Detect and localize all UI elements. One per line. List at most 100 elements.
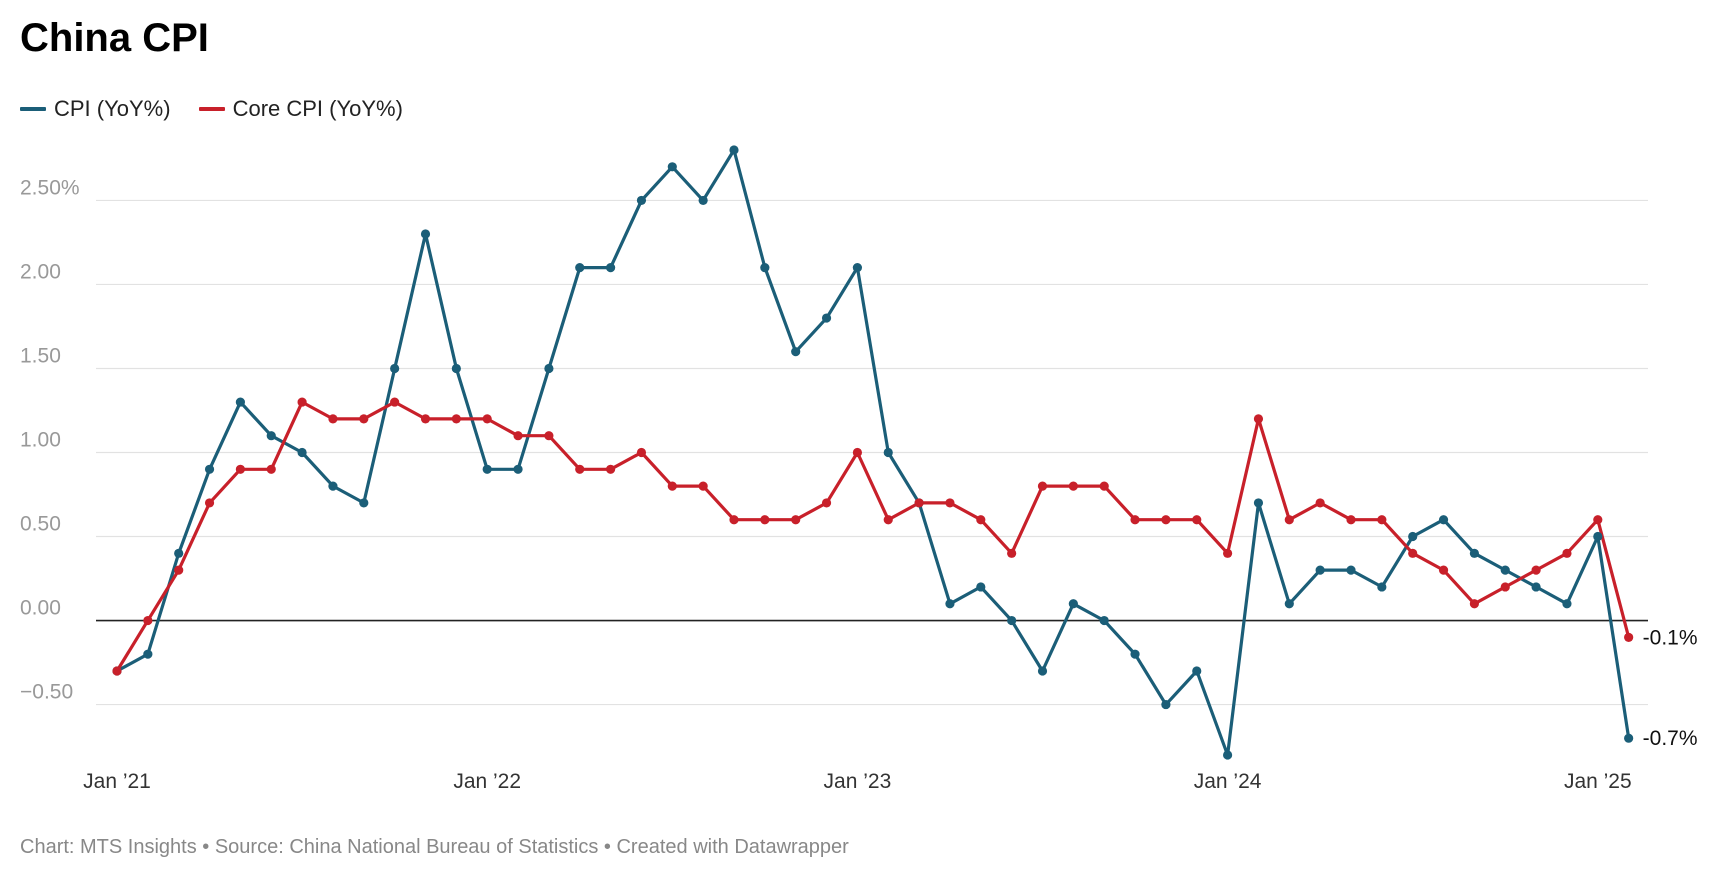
data-point-series-1	[945, 498, 955, 508]
data-point-series-1	[1624, 632, 1634, 642]
data-point-series-1	[883, 515, 893, 525]
y-tick-label: 0.00	[20, 597, 61, 620]
data-point-series-1	[1253, 414, 1264, 424]
data-point-series-0	[791, 347, 801, 357]
data-point-series-0	[1469, 548, 1479, 558]
data-point-series-0	[482, 464, 492, 474]
data-point-series-1	[852, 447, 863, 458]
data-point-series-1	[544, 431, 554, 441]
data-point-series-0	[1223, 750, 1233, 760]
data-point-series-0	[1346, 565, 1356, 575]
data-point-series-0	[1130, 649, 1140, 659]
data-point-series-0	[821, 313, 832, 323]
data-point-series-0	[976, 582, 986, 592]
data-point-series-0	[1068, 599, 1078, 609]
data-point-series-1	[976, 515, 986, 525]
y-tick-label: 1.50	[20, 344, 61, 367]
line-chart: −0.50 0.00 0.50 1.00 1.50 2.00 2.50% Jan ’21 Jan…	[20, 145, 1698, 793]
data-point-series-0	[760, 263, 770, 273]
data-point-series-0	[1253, 498, 1264, 508]
x-tick-label: Jan ’24	[1194, 770, 1262, 793]
data-point-series-1	[1377, 515, 1387, 525]
data-point-series-1	[1284, 515, 1294, 525]
data-point-series-0	[174, 548, 184, 558]
data-point-series-0	[606, 263, 616, 273]
data-point-series-0	[143, 649, 153, 659]
data-point-series-1	[729, 515, 739, 525]
data-point-series-1	[791, 515, 801, 525]
data-point-series-0	[945, 599, 955, 609]
data-point-series-0	[636, 195, 647, 206]
label-layer: -0.7% -0.1%	[1643, 626, 1698, 750]
data-point-series-1	[482, 414, 492, 424]
y-tick-label: 2.50%	[20, 176, 80, 199]
data-point-series-1	[667, 481, 677, 491]
chart-footer: Chart: MTS Insights • Source: China Nati…	[20, 836, 849, 858]
data-point-series-0	[698, 195, 708, 206]
data-point-series-0	[328, 481, 338, 491]
y-tick-label: 1.00	[20, 429, 61, 452]
data-point-series-1	[1346, 515, 1356, 525]
data-point-series-1	[451, 414, 461, 424]
data-point-series-1	[821, 498, 832, 508]
data-point-series-0	[852, 263, 863, 273]
data-point-series-0	[1531, 582, 1541, 592]
data-point-series-0	[1007, 615, 1017, 626]
data-point-series-1	[174, 565, 184, 575]
legend-label-core-cpi: Core CPI (YoY%)	[232, 96, 403, 121]
y-tick-label: −0.50	[20, 681, 73, 704]
data-point-series-1	[1130, 515, 1140, 525]
data-point-series-0	[390, 363, 400, 374]
data-point-series-1	[760, 515, 770, 525]
data-point-series-0	[1099, 615, 1109, 626]
data-point-series-1	[1007, 548, 1017, 558]
data-point-series-1	[1161, 515, 1171, 525]
data-point-series-0	[297, 447, 307, 458]
legend-label-cpi: CPI (YoY%)	[54, 96, 171, 121]
data-point-series-1	[914, 498, 924, 508]
axis-layer: −0.50 0.00 0.50 1.00 1.50 2.00 2.50% Jan ’21 Jan…	[20, 176, 1648, 793]
data-point-series-0	[1037, 666, 1048, 676]
grid-layer	[96, 199, 1648, 706]
data-point-series-0	[575, 263, 585, 273]
data-point-series-1	[1315, 498, 1325, 508]
legend-item-cpi: CPI (YoY%)	[20, 96, 171, 122]
x-tick-label: Jan ’21	[83, 770, 151, 793]
data-point-series-1	[204, 498, 215, 508]
data-point-series-1	[1068, 481, 1078, 491]
data-point-series-0	[667, 162, 677, 172]
y-tick-label: 0.50	[20, 513, 61, 536]
data-point-series-1	[1562, 548, 1572, 558]
data-point-series-0	[359, 498, 369, 508]
data-point-series-0	[235, 397, 245, 407]
series-layer	[112, 145, 1634, 760]
end-value-label-1: -0.1%	[1643, 626, 1698, 649]
data-point-series-1	[1192, 515, 1202, 525]
data-point-series-1	[1469, 599, 1479, 609]
x-tick-label: Jan ’25	[1564, 770, 1632, 793]
data-point-series-1	[359, 414, 369, 424]
chart-title: China CPI	[20, 16, 209, 60]
data-point-series-0	[544, 363, 554, 374]
data-point-series-1	[606, 464, 616, 474]
legend-swatch-core-cpi	[198, 107, 225, 111]
data-point-series-1	[1531, 565, 1541, 575]
data-point-series-0	[1284, 599, 1294, 609]
data-point-series-0	[513, 464, 523, 474]
x-tick-label: Jan ’23	[824, 770, 892, 793]
data-point-series-1	[328, 414, 338, 424]
data-point-series-0	[1624, 733, 1634, 743]
data-point-series-0	[1315, 565, 1325, 575]
data-point-series-0	[420, 229, 431, 239]
data-point-series-0	[266, 431, 276, 441]
legend-item-core-cpi: Core CPI (YoY%)	[198, 96, 403, 122]
legend-swatch-cpi	[20, 107, 46, 111]
data-point-series-1	[297, 397, 307, 407]
data-point-series-1	[112, 666, 122, 676]
data-point-series-0	[1593, 531, 1603, 542]
data-point-series-0	[1562, 599, 1572, 609]
data-point-series-1	[1099, 481, 1109, 491]
data-point-series-0	[1377, 582, 1387, 592]
data-point-series-1	[420, 414, 431, 424]
data-point-series-1	[235, 464, 245, 474]
